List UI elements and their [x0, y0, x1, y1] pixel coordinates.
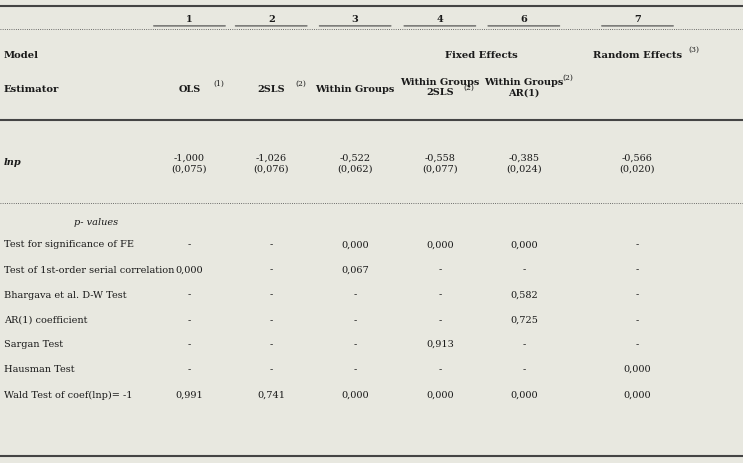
Text: 4: 4 — [436, 15, 444, 24]
Text: -: - — [438, 290, 441, 299]
Text: Within Groups: Within Groups — [400, 78, 479, 87]
Text: -1,000: -1,000 — [174, 153, 205, 162]
Text: Sargan Test: Sargan Test — [4, 339, 63, 348]
Text: -: - — [354, 364, 357, 373]
Text: Estimator: Estimator — [4, 84, 59, 94]
Text: -0,558: -0,558 — [424, 153, 455, 162]
Text: (3): (3) — [688, 46, 699, 54]
Text: -: - — [188, 240, 191, 249]
Text: AR(1) coefficient: AR(1) coefficient — [4, 315, 87, 324]
Text: -: - — [438, 364, 441, 373]
Text: (2): (2) — [464, 84, 475, 92]
Text: -: - — [636, 290, 639, 299]
Text: -: - — [438, 265, 441, 274]
Text: (0,020): (0,020) — [620, 164, 655, 174]
Text: (2): (2) — [295, 79, 306, 88]
Text: 2SLS: 2SLS — [257, 84, 285, 94]
Text: -: - — [522, 265, 525, 274]
Text: -: - — [636, 265, 639, 274]
Text: Within Groups: Within Groups — [484, 78, 563, 87]
Text: -: - — [188, 339, 191, 348]
Text: 0,991: 0,991 — [175, 390, 204, 399]
Text: 0,067: 0,067 — [341, 265, 369, 274]
Text: 0,913: 0,913 — [426, 339, 454, 348]
Text: -: - — [188, 315, 191, 324]
Text: 0,000: 0,000 — [426, 390, 454, 399]
Text: -: - — [270, 364, 273, 373]
Text: -: - — [636, 315, 639, 324]
Text: (0,075): (0,075) — [172, 164, 207, 174]
Text: -: - — [636, 339, 639, 348]
Text: Wald Test of coef(lnp)= -1: Wald Test of coef(lnp)= -1 — [4, 390, 132, 399]
Text: 7: 7 — [634, 15, 641, 24]
Text: 0,000: 0,000 — [623, 390, 652, 399]
Text: (0,076): (0,076) — [253, 164, 289, 174]
Text: Within Groups: Within Groups — [316, 84, 395, 94]
Text: p- values: p- values — [74, 218, 118, 227]
Text: (1): (1) — [213, 79, 224, 88]
Text: -: - — [270, 315, 273, 324]
Text: Random Effects: Random Effects — [593, 51, 682, 60]
Text: -: - — [522, 364, 525, 373]
Text: -: - — [354, 339, 357, 348]
Text: 2SLS: 2SLS — [426, 88, 454, 97]
Text: -: - — [522, 339, 525, 348]
Text: -: - — [438, 315, 441, 324]
Text: -: - — [270, 265, 273, 274]
Text: 0,000: 0,000 — [341, 390, 369, 399]
Text: 0,582: 0,582 — [510, 290, 538, 299]
Text: -0,522: -0,522 — [340, 153, 371, 162]
Text: 6: 6 — [520, 15, 528, 24]
Text: -: - — [636, 240, 639, 249]
Text: 0,000: 0,000 — [426, 240, 454, 249]
Text: 1: 1 — [186, 15, 192, 24]
Text: AR(1): AR(1) — [508, 88, 539, 97]
Text: (0,062): (0,062) — [337, 164, 373, 174]
Text: -0,566: -0,566 — [622, 153, 653, 162]
Text: (0,024): (0,024) — [506, 164, 542, 174]
Text: 3: 3 — [351, 15, 359, 24]
Text: (2): (2) — [562, 74, 574, 82]
Text: 0,725: 0,725 — [510, 315, 538, 324]
Text: 0,741: 0,741 — [257, 390, 285, 399]
Text: -0,385: -0,385 — [508, 153, 539, 162]
Text: Test of 1st-order serial correlation: Test of 1st-order serial correlation — [4, 265, 174, 274]
Text: lnp: lnp — [4, 157, 22, 167]
Text: Model: Model — [4, 51, 39, 60]
Text: Test for significance of FE: Test for significance of FE — [4, 240, 134, 249]
Text: 0,000: 0,000 — [623, 364, 652, 373]
Text: -: - — [354, 315, 357, 324]
Text: -: - — [270, 290, 273, 299]
Text: OLS: OLS — [178, 84, 201, 94]
Text: 0,000: 0,000 — [175, 265, 204, 274]
Text: Fixed Effects: Fixed Effects — [446, 51, 518, 60]
Text: -: - — [270, 240, 273, 249]
Text: 0,000: 0,000 — [510, 390, 538, 399]
Text: -: - — [354, 290, 357, 299]
Text: 0,000: 0,000 — [510, 240, 538, 249]
Text: Bhargava et al. D-W Test: Bhargava et al. D-W Test — [4, 290, 126, 299]
Text: -1,026: -1,026 — [256, 153, 287, 162]
Text: Hausman Test: Hausman Test — [4, 364, 74, 373]
Text: 0,000: 0,000 — [341, 240, 369, 249]
Text: -: - — [188, 290, 191, 299]
Text: (0,077): (0,077) — [422, 164, 458, 174]
Text: 2: 2 — [267, 15, 275, 24]
Text: -: - — [270, 339, 273, 348]
Text: -: - — [188, 364, 191, 373]
